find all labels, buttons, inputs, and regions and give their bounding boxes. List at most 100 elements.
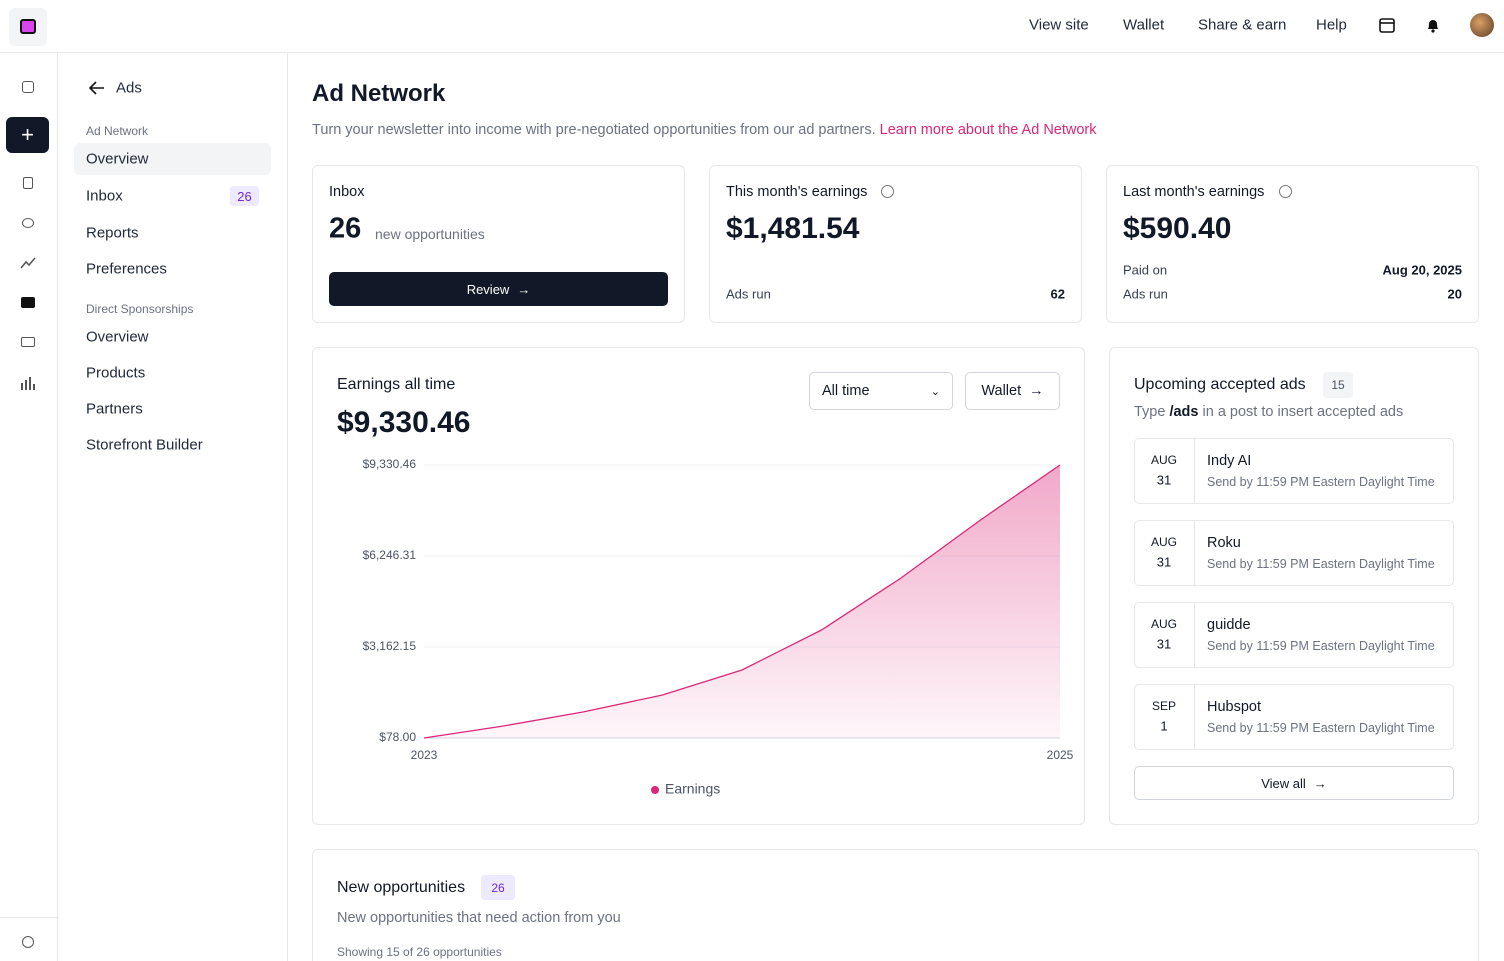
x-tick-label: 2025 — [1047, 748, 1074, 762]
arrow: → — [1029, 383, 1044, 399]
divider — [1194, 602, 1195, 668]
card-title: Upcoming accepted ads — [1134, 376, 1306, 393]
review-button[interactable]: Review → — [329, 272, 668, 306]
sidebar-item[interactable]: Inbox — [86, 187, 123, 205]
ad-day: 31 — [1156, 554, 1172, 570]
back-link[interactable]: Ads — [116, 79, 142, 97]
ad-month: AUG — [1150, 617, 1178, 631]
earnings-chart: $78.00 $3,162.15 $6,246.31 $9,330.46 2023 202… — [363, 457, 1074, 797]
arrow: → — [517, 281, 531, 297]
arrow: → — [1313, 775, 1327, 791]
info-icon[interactable] — [881, 185, 894, 198]
ad-name: guidde — [1207, 617, 1251, 633]
divider — [1194, 684, 1195, 750]
row-value: 20 — [1447, 286, 1462, 302]
rail-icon[interactable] — [21, 297, 35, 308]
sidebar-item[interactable]: Overview — [86, 150, 149, 168]
card-title: Earnings all time — [337, 376, 456, 393]
view-all-button[interactable]: View all → — [1134, 766, 1454, 800]
select-value: All time — [822, 383, 870, 399]
nav-link[interactable]: Help — [1316, 16, 1347, 34]
card-title: This month's earnings — [726, 184, 868, 200]
ad-note: Send by 11:59 PM Eastern Daylight Time — [1207, 721, 1435, 735]
row-value: 62 — [1050, 286, 1065, 302]
card-title: Inbox — [329, 184, 365, 200]
ad-day: 31 — [1156, 636, 1172, 652]
sidebar-item[interactable]: Products — [86, 364, 146, 382]
hint-code: /ads — [1169, 404, 1199, 420]
description: New opportunities that need action from … — [337, 910, 621, 926]
row-label: Ads run — [1123, 286, 1168, 302]
legend-label: Earnings — [665, 781, 720, 797]
y-tick-label: $6,246.31 — [363, 548, 417, 562]
showing-note: Showing 15 of 26 opportunities — [337, 945, 502, 959]
ad-row[interactable] — [1134, 602, 1454, 668]
amount: $590.40 — [1123, 212, 1232, 245]
page-title: Ad Network — [312, 80, 446, 107]
ad-name: Hubspot — [1207, 699, 1262, 715]
card-title: Last month's earnings — [1123, 184, 1265, 200]
nav-link[interactable]: Wallet — [1123, 16, 1165, 34]
ad-row[interactable] — [1134, 438, 1454, 504]
line — [423, 464, 1061, 739]
button-label: Wallet — [981, 383, 1022, 399]
sidebar — [58, 53, 288, 961]
rail-icon[interactable] — [20, 256, 36, 270]
y-tick-label: $78.00 — [379, 730, 416, 744]
ad-month: AUG — [1150, 535, 1178, 549]
sidebar-item[interactable]: Reports — [86, 224, 139, 242]
icon-rail — [0, 53, 58, 961]
ad-month: AUG — [1150, 453, 1178, 467]
info-icon[interactable] — [1279, 185, 1292, 198]
avatar[interactable] — [1470, 13, 1494, 37]
x-tick-label: 2023 — [411, 748, 438, 762]
card-title: New opportunities — [337, 879, 466, 896]
rail-icon[interactable] — [22, 81, 34, 93]
rail-icon[interactable] — [22, 936, 34, 948]
section-heading: Ad Network — [86, 124, 149, 138]
ad-name: Indy AI — [1207, 453, 1252, 469]
sidebar-item[interactable]: Partners — [86, 400, 143, 418]
nav-link[interactable]: View site — [1029, 16, 1089, 34]
hint-text: Type — [1134, 404, 1166, 420]
logo[interactable] — [9, 8, 47, 46]
divider — [1194, 438, 1195, 504]
calendar-icon[interactable] — [1378, 16, 1396, 34]
learn-more-link[interactable]: Learn more about the Ad Network — [879, 122, 1097, 138]
count-note: new opportunities — [375, 226, 485, 242]
rail-icon[interactable] — [23, 177, 33, 189]
sidebar-item[interactable]: Overview — [86, 328, 149, 346]
ad-note: Send by 11:59 PM Eastern Daylight Time — [1207, 639, 1435, 653]
ad-name: Roku — [1207, 535, 1241, 551]
bell-icon[interactable] — [1424, 16, 1442, 34]
create-button[interactable]: + — [6, 117, 49, 153]
ad-row[interactable] — [1134, 684, 1454, 750]
sidebar-item[interactable]: Storefront Builder — [86, 436, 203, 454]
rail-icon[interactable] — [21, 337, 35, 347]
wallet-button[interactable]: Wallet → — [965, 372, 1060, 410]
active-item — [74, 143, 271, 175]
ad-note: Send by 11:59 PM Eastern Daylight Time — [1207, 557, 1435, 571]
this-month-card — [709, 165, 1082, 323]
badge: 26 — [481, 875, 515, 900]
range-select[interactable]: All time ⌄ — [809, 372, 953, 410]
rail-icon[interactable] — [22, 218, 34, 228]
rail-icon[interactable] — [20, 375, 36, 391]
nav-link[interactable]: Share & earn — [1198, 16, 1287, 34]
chevron: ⌄ — [930, 385, 940, 398]
badge: 26 — [230, 186, 259, 206]
top-bar — [0, 0, 1504, 53]
ad-row[interactable] — [1134, 520, 1454, 586]
divider — [1194, 520, 1195, 586]
ad-day: 31 — [1156, 472, 1172, 488]
legend-marker — [651, 786, 659, 794]
ad-note: Send by 11:59 PM Eastern Daylight Time — [1207, 475, 1435, 489]
row-label: Paid on — [1123, 262, 1168, 278]
y-tick-label: $9,330.46 — [363, 457, 417, 471]
description: Turn your newsletter into income with pr… — [312, 122, 876, 138]
amount: $1,481.54 — [726, 212, 860, 245]
sidebar-item[interactable]: Preferences — [86, 260, 167, 278]
divider — [0, 917, 58, 918]
back-arrow[interactable] — [89, 81, 105, 95]
